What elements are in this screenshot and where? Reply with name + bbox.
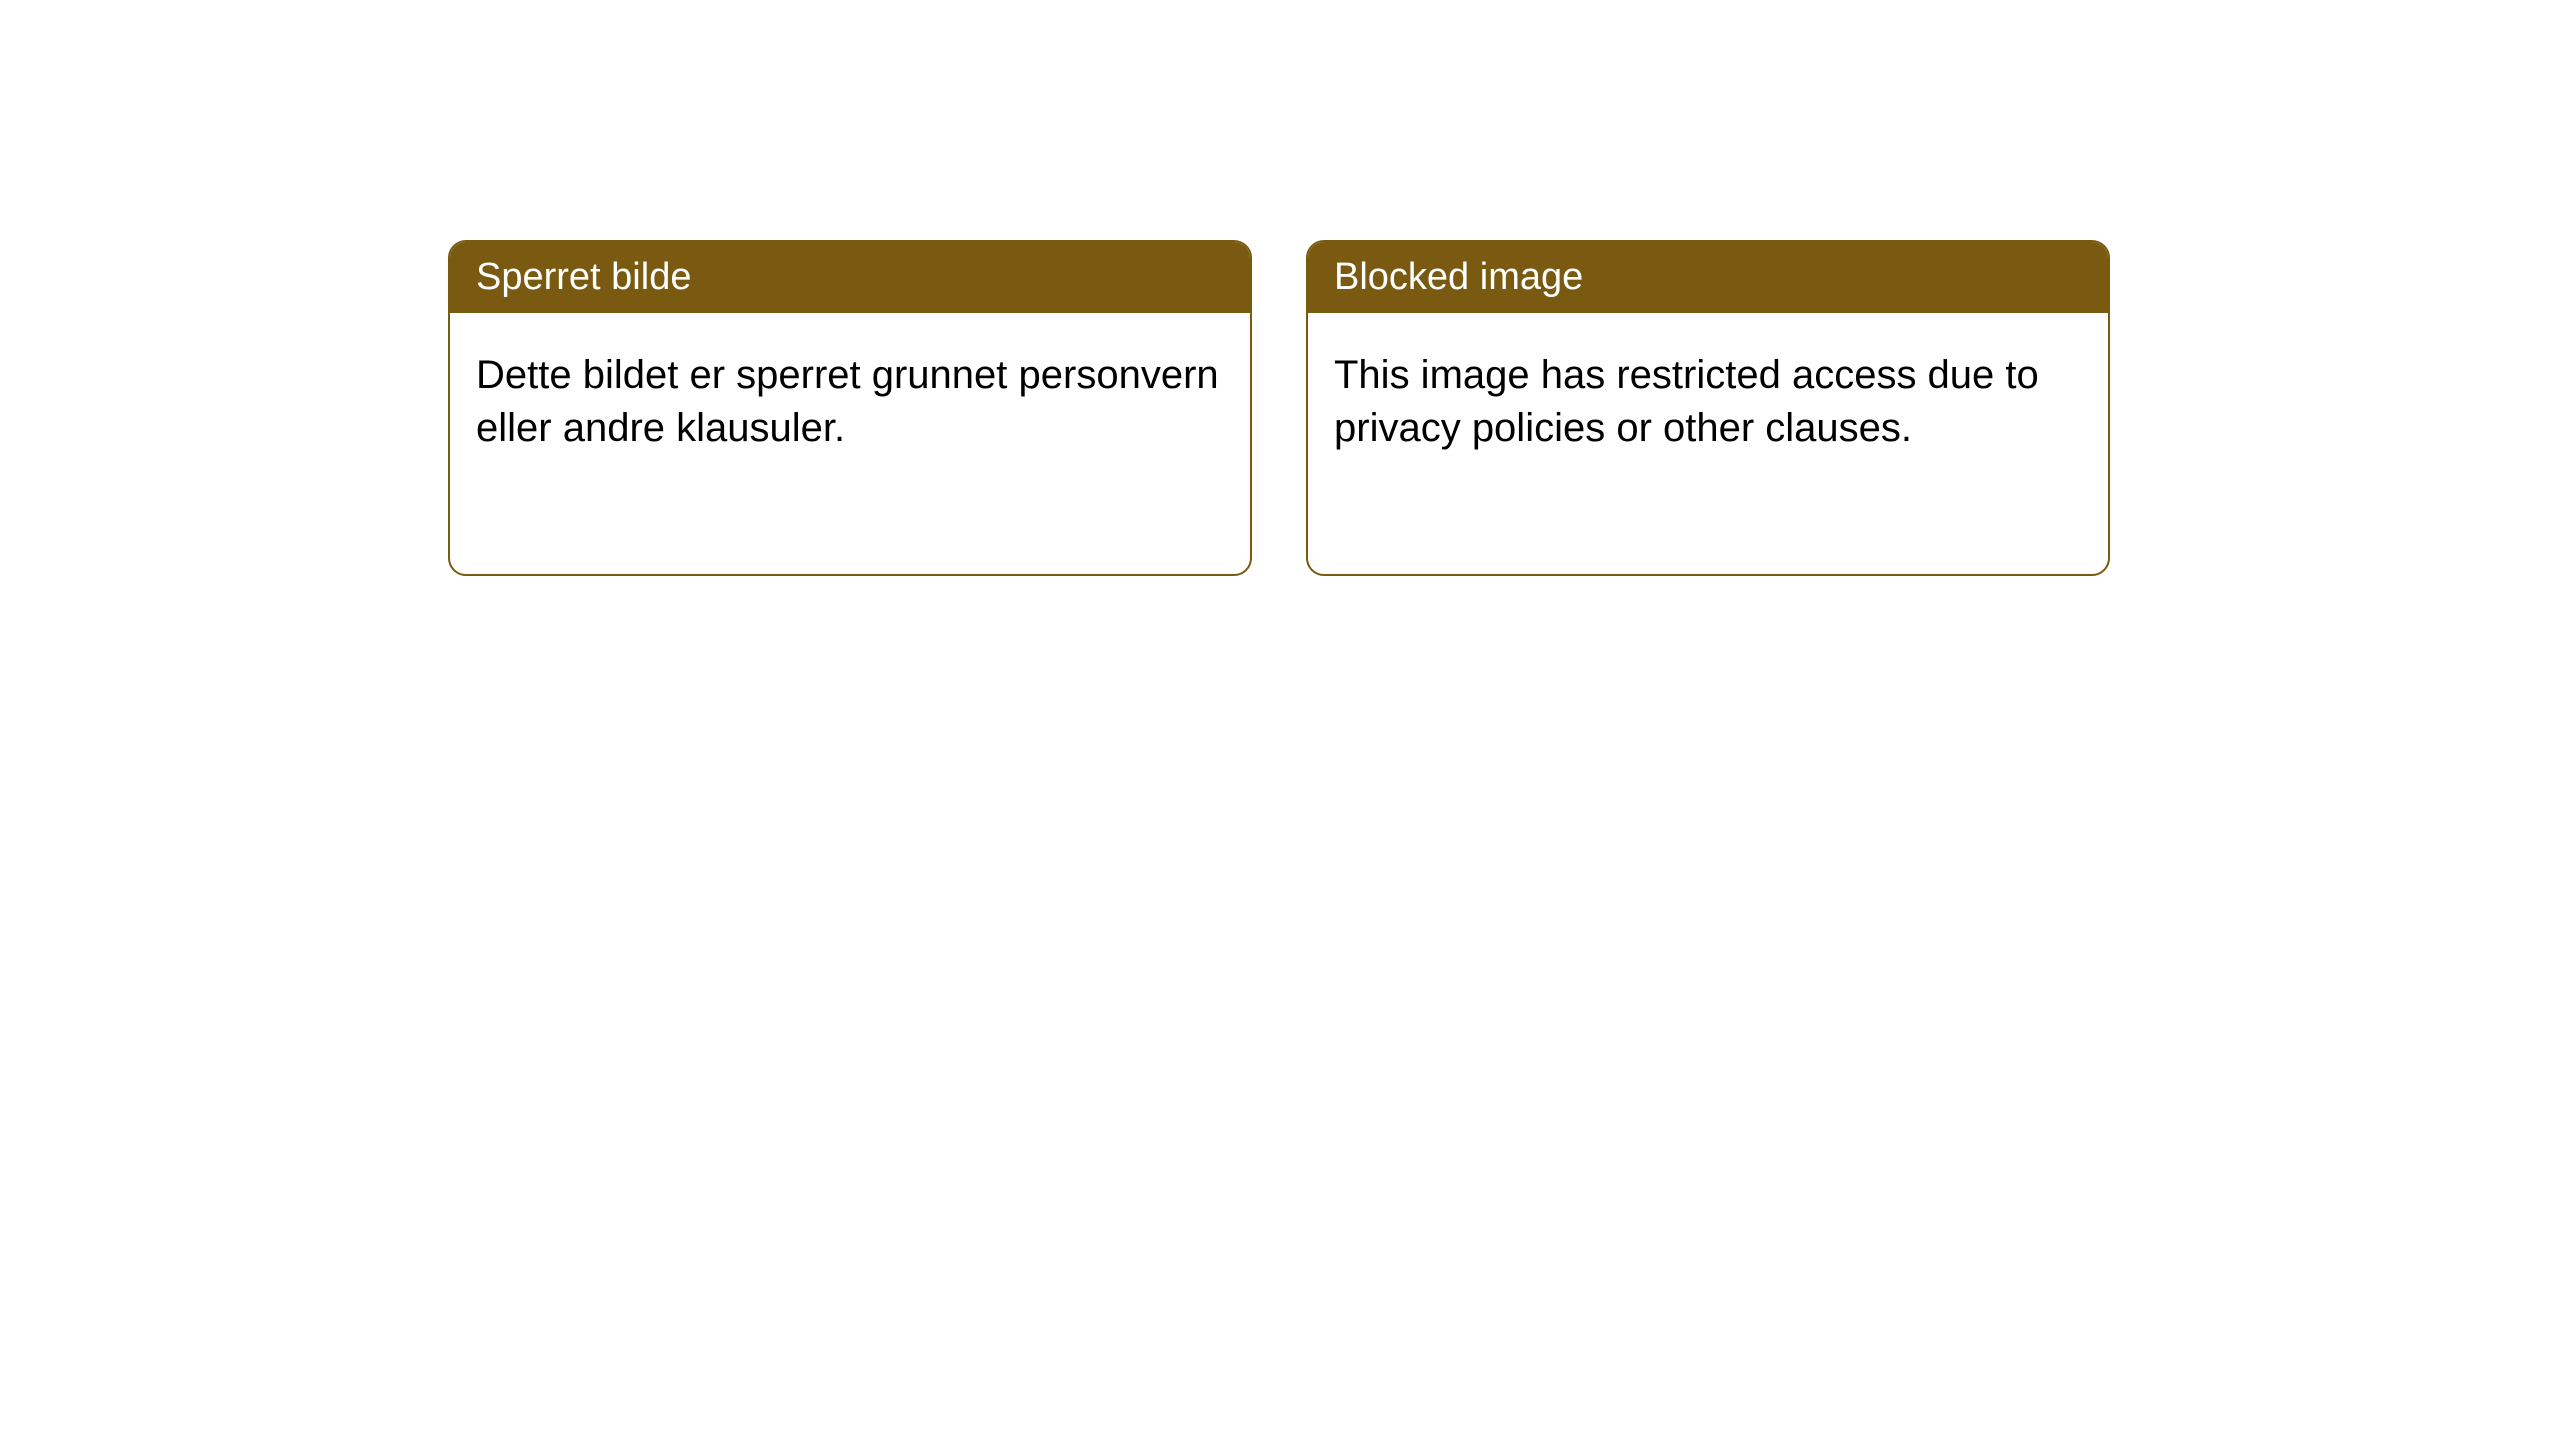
notice-body-no: Dette bildet er sperret grunnet personve…: [450, 313, 1250, 491]
notice-body-en: This image has restricted access due to …: [1308, 313, 2108, 491]
notice-text-no: Dette bildet er sperret grunnet personve…: [476, 353, 1219, 450]
notice-header-no: Sperret bilde: [450, 242, 1250, 313]
notice-title-en: Blocked image: [1334, 256, 1583, 298]
notice-text-en: This image has restricted access due to …: [1334, 353, 2039, 450]
notice-title-no: Sperret bilde: [476, 256, 691, 298]
notice-card-no: Sperret bilde Dette bildet er sperret gr…: [448, 240, 1252, 576]
notice-header-en: Blocked image: [1308, 242, 2108, 313]
notice-container: Sperret bilde Dette bildet er sperret gr…: [0, 0, 2560, 576]
notice-card-en: Blocked image This image has restricted …: [1306, 240, 2110, 576]
